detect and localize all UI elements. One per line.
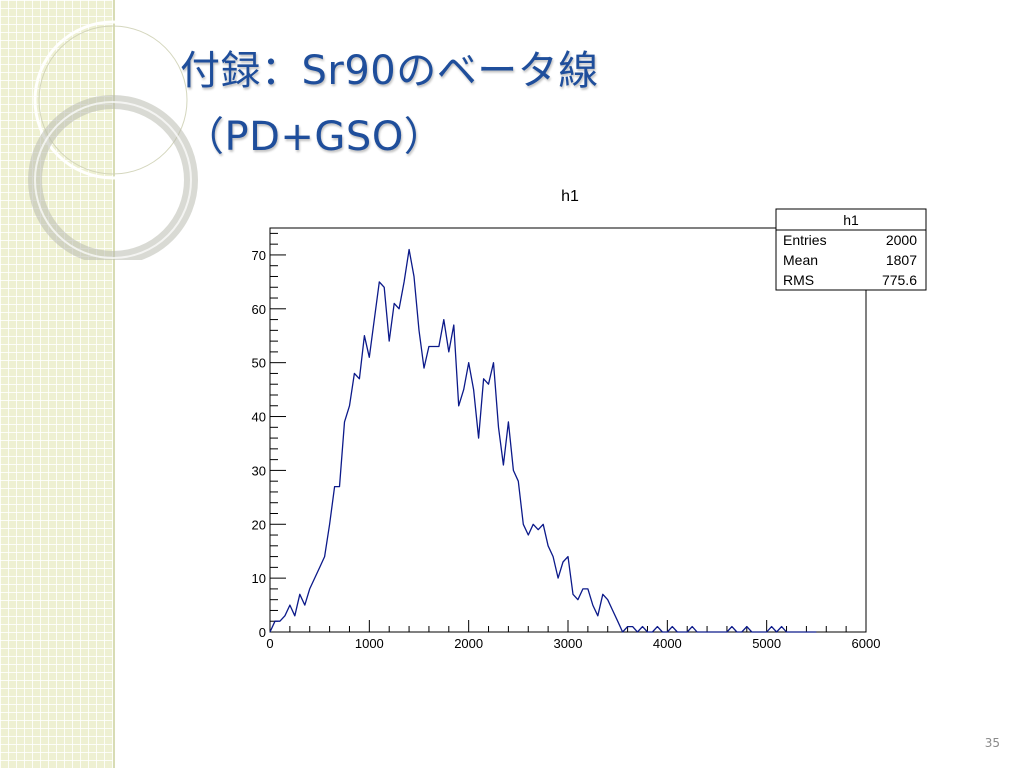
y-tick-label: 20 [252, 517, 266, 532]
x-tick-label: 4000 [653, 636, 682, 651]
series-line-0 [269, 248, 817, 633]
stats-rms-value: 775.6 [882, 272, 917, 288]
stats-box-frame [775, 208, 927, 291]
y-tick-label: 50 [252, 356, 266, 371]
slide-number: 35 [984, 736, 1000, 750]
slide-title-line1: 付録：Sr90のベータ線 [180, 48, 599, 94]
stats-entries-value: 2000 [886, 232, 917, 248]
x-tick-label: 2000 [454, 636, 483, 651]
plot-frame [269, 227, 867, 633]
axes: 0 1000 2000 3000 4000 5000 6000 0 10 20 30 40 50 60 70 [252, 232, 881, 651]
stats-mean-value: 1807 [886, 252, 917, 268]
x-tick-label: 3000 [554, 636, 583, 651]
stats-mean-label: Mean [783, 252, 818, 268]
y-tick-label: 10 [252, 571, 266, 586]
x-tick-label: 6000 [852, 636, 881, 651]
slide-title-line2: （PD+GSO） [184, 114, 445, 160]
x-tick-label: 1000 [355, 636, 384, 651]
y-tick-label: 60 [252, 302, 266, 317]
y-tick-label: 70 [252, 248, 266, 263]
strip-edge [113, 0, 115, 768]
series-layer [269, 248, 817, 633]
x-tick-label: 5000 [752, 636, 781, 651]
stats-entries-label: Entries [783, 232, 827, 248]
stats-rms-label: RMS [783, 272, 814, 288]
x-tick-label: 0 [266, 636, 273, 651]
y-tick-label: 0 [259, 625, 266, 640]
y-tick-label: 40 [252, 410, 266, 425]
y-tick-label: 30 [252, 463, 266, 478]
chart-title: h1 [561, 188, 579, 205]
stats-box-title: h1 [843, 212, 859, 228]
stats-box: h1 Entries 2000 Mean 1807 RMS 775.6 [775, 208, 927, 291]
decorative-rings [28, 20, 198, 260]
